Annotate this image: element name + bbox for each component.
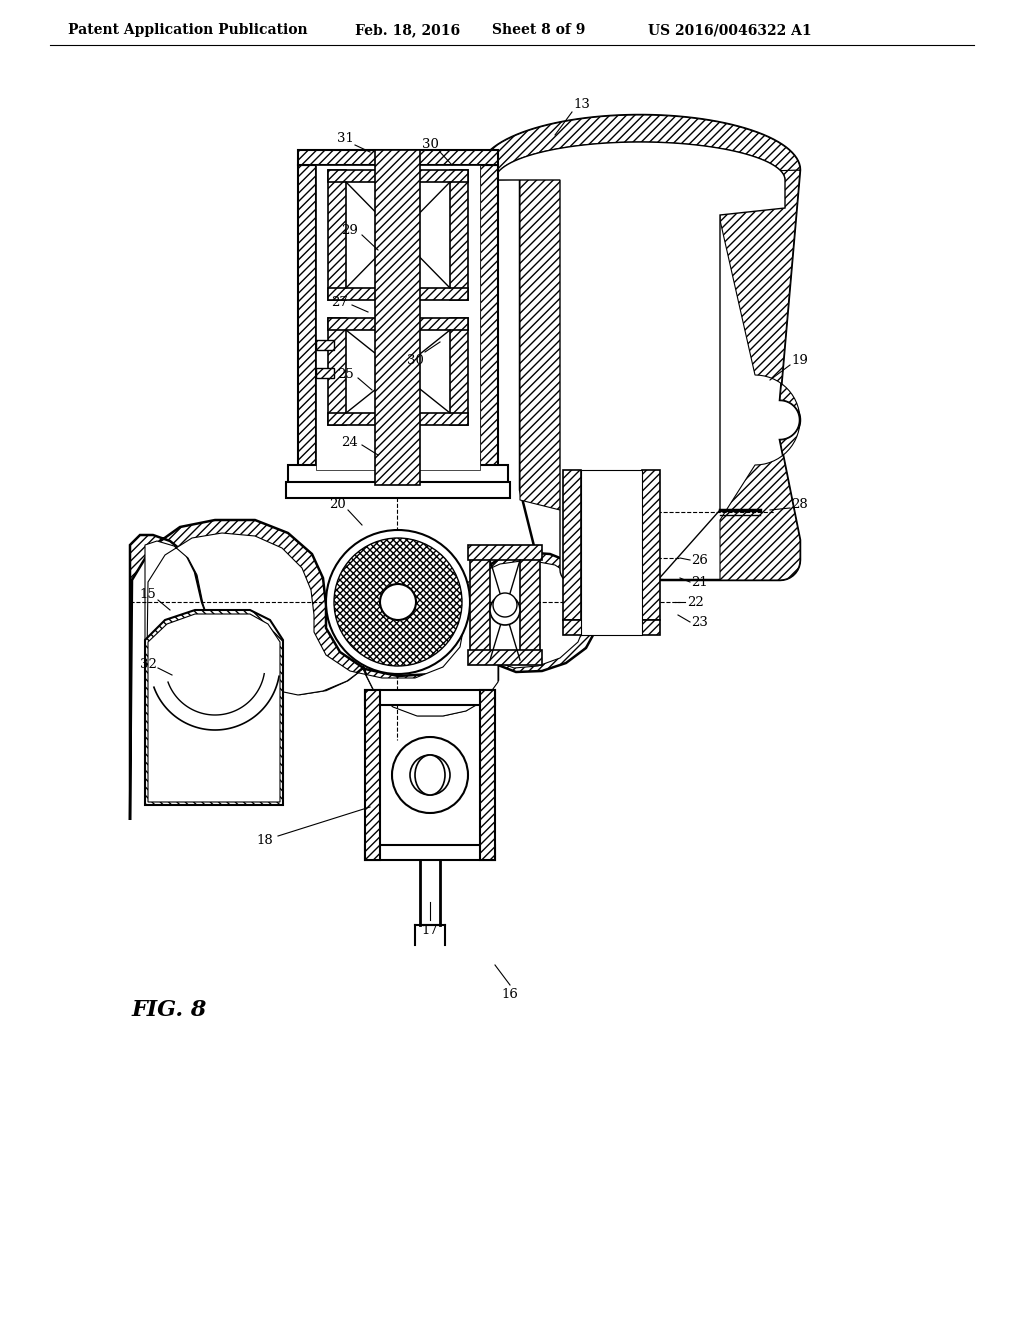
Polygon shape bbox=[316, 368, 334, 378]
Text: 24: 24 bbox=[342, 436, 358, 449]
Polygon shape bbox=[328, 318, 346, 425]
Circle shape bbox=[392, 737, 468, 813]
Text: US 2016/0046322 A1: US 2016/0046322 A1 bbox=[648, 22, 812, 37]
Circle shape bbox=[493, 593, 517, 616]
Polygon shape bbox=[316, 341, 334, 350]
Text: 15: 15 bbox=[139, 589, 157, 602]
Polygon shape bbox=[148, 614, 280, 803]
Text: 30: 30 bbox=[422, 139, 438, 152]
Text: Patent Application Publication: Patent Application Publication bbox=[68, 22, 307, 37]
Text: 19: 19 bbox=[792, 354, 808, 367]
Polygon shape bbox=[286, 482, 510, 498]
Polygon shape bbox=[365, 845, 495, 861]
Text: 31: 31 bbox=[337, 132, 353, 144]
Text: 23: 23 bbox=[691, 615, 709, 628]
Polygon shape bbox=[468, 649, 542, 665]
Text: 27: 27 bbox=[332, 296, 348, 309]
Polygon shape bbox=[130, 520, 600, 820]
Text: 16: 16 bbox=[502, 989, 518, 1002]
Text: 17: 17 bbox=[422, 924, 438, 936]
Polygon shape bbox=[288, 465, 508, 484]
Polygon shape bbox=[365, 690, 380, 861]
Polygon shape bbox=[298, 150, 498, 165]
Polygon shape bbox=[470, 550, 490, 660]
Circle shape bbox=[490, 595, 520, 624]
Ellipse shape bbox=[415, 755, 445, 795]
Text: Sheet 8 of 9: Sheet 8 of 9 bbox=[492, 22, 586, 37]
Text: Feb. 18, 2016: Feb. 18, 2016 bbox=[355, 22, 460, 37]
Text: 21: 21 bbox=[691, 576, 709, 589]
Circle shape bbox=[410, 755, 450, 795]
Polygon shape bbox=[328, 170, 468, 182]
Polygon shape bbox=[480, 115, 800, 180]
Polygon shape bbox=[720, 161, 800, 579]
Polygon shape bbox=[520, 165, 580, 512]
Polygon shape bbox=[375, 150, 420, 484]
Text: 28: 28 bbox=[792, 499, 808, 511]
Circle shape bbox=[380, 583, 416, 620]
Polygon shape bbox=[450, 318, 468, 425]
Polygon shape bbox=[450, 170, 468, 300]
Polygon shape bbox=[581, 470, 642, 635]
Text: 32: 32 bbox=[139, 659, 157, 672]
Polygon shape bbox=[480, 165, 498, 470]
Polygon shape bbox=[480, 115, 800, 601]
Text: 26: 26 bbox=[691, 553, 709, 566]
Polygon shape bbox=[642, 470, 660, 620]
Polygon shape bbox=[563, 470, 581, 620]
Polygon shape bbox=[365, 690, 495, 705]
Polygon shape bbox=[298, 165, 316, 470]
Circle shape bbox=[334, 539, 462, 667]
Polygon shape bbox=[495, 143, 785, 601]
Polygon shape bbox=[468, 545, 542, 560]
Polygon shape bbox=[563, 620, 660, 635]
Polygon shape bbox=[328, 318, 468, 330]
Circle shape bbox=[326, 531, 470, 675]
Text: 20: 20 bbox=[330, 499, 346, 511]
Polygon shape bbox=[316, 165, 480, 470]
Text: 22: 22 bbox=[687, 595, 703, 609]
Polygon shape bbox=[145, 610, 283, 805]
Polygon shape bbox=[520, 550, 540, 660]
Text: FIG. 8: FIG. 8 bbox=[132, 999, 208, 1020]
Polygon shape bbox=[328, 288, 468, 300]
Text: 25: 25 bbox=[337, 368, 353, 381]
Text: 29: 29 bbox=[342, 223, 358, 236]
Polygon shape bbox=[480, 690, 495, 861]
Text: 30: 30 bbox=[407, 354, 424, 367]
Polygon shape bbox=[328, 413, 468, 425]
Text: 18: 18 bbox=[257, 833, 273, 846]
Polygon shape bbox=[145, 533, 587, 805]
Polygon shape bbox=[328, 170, 346, 300]
Text: 13: 13 bbox=[573, 99, 591, 111]
